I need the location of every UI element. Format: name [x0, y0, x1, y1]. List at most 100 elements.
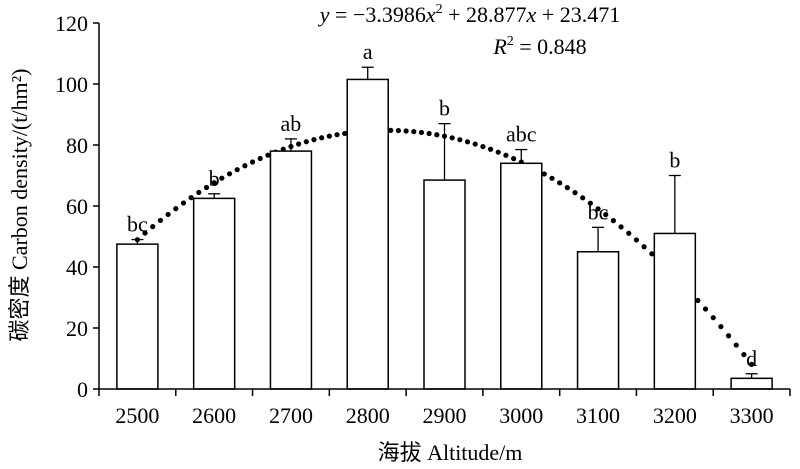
y-tick-label: 120 — [55, 11, 88, 36]
fit-point — [219, 175, 225, 181]
fit-point — [541, 171, 547, 177]
significance-letter: a — [363, 39, 373, 64]
fit-point — [457, 137, 463, 143]
fit-point — [165, 211, 171, 218]
fit-point — [296, 141, 302, 147]
fit-point — [234, 167, 240, 173]
x-tick-label: 3200 — [653, 403, 697, 428]
bar — [576, 251, 620, 390]
fit-point — [173, 206, 179, 212]
significance-letter: d — [746, 346, 757, 371]
fit-point — [741, 352, 747, 358]
bar — [653, 232, 697, 390]
bar — [730, 377, 773, 390]
x-tick-label: 2700 — [269, 403, 313, 428]
fit-point — [633, 237, 640, 243]
bar — [192, 197, 236, 390]
x-tick-label: 2900 — [423, 403, 467, 428]
fit-point — [464, 139, 471, 145]
x-axis-title: 海拔 Altitude/m — [378, 440, 523, 465]
bar — [116, 243, 159, 390]
bar — [269, 150, 313, 390]
bars — [116, 78, 773, 390]
fit-point — [733, 342, 739, 348]
significance-letter: abc — [506, 122, 537, 147]
x-tick-label: 3300 — [730, 403, 774, 428]
fit-point — [587, 200, 593, 206]
axes: 0 20 40 60 80 100 120 2500 2600 2700 2800 2900 3000 3… — [55, 11, 791, 428]
fit-point — [718, 324, 724, 330]
fit-point — [411, 129, 417, 135]
fit-point — [150, 224, 156, 230]
significance-letter: b — [669, 148, 680, 173]
fit-point — [188, 195, 194, 201]
fit-point — [226, 171, 233, 177]
y-tick-label: 60 — [66, 194, 88, 219]
fit-point — [549, 175, 555, 181]
x-tick-label: 2600 — [192, 403, 236, 428]
x-tick-label: 3100 — [576, 403, 620, 428]
fit-point — [303, 139, 309, 145]
fit-point — [749, 361, 755, 367]
fit-point — [449, 135, 455, 141]
significance-letter: bc — [588, 199, 609, 224]
fit-point — [418, 129, 425, 136]
fit-point — [618, 224, 624, 230]
fit-point — [403, 128, 409, 134]
fit-point — [580, 195, 586, 201]
fit-point — [641, 244, 647, 250]
fit-point — [472, 141, 478, 147]
fit-point — [326, 133, 332, 139]
significance-letter: bc — [127, 212, 148, 237]
fit-point — [142, 230, 148, 236]
fit-point — [487, 146, 494, 152]
fit-point — [495, 149, 501, 155]
fit-point — [157, 217, 164, 224]
fit-point — [180, 200, 187, 206]
fit-point — [510, 156, 517, 162]
y-tick-label: 100 — [55, 72, 88, 97]
bar — [423, 179, 466, 390]
fit-point — [203, 184, 210, 191]
y-axis-title: 碳密度 Carbon density/(t/hm²) — [7, 68, 32, 341]
x-tick-label: 3000 — [499, 403, 543, 428]
fit-point — [249, 159, 256, 165]
significance-letter: b — [209, 166, 220, 191]
fit-point — [342, 130, 348, 137]
fit-point — [725, 333, 732, 339]
fit-point — [242, 163, 248, 169]
fit-point — [695, 297, 701, 304]
fit-point — [196, 189, 202, 196]
fit-point — [311, 137, 317, 143]
y-tick-label: 20 — [66, 316, 88, 341]
fit-r-squared: R2 = 0.848 — [492, 34, 586, 59]
fit-point — [334, 132, 340, 138]
y-tick-label: 0 — [77, 377, 88, 402]
significance-letter: b — [439, 96, 450, 121]
fit-point — [265, 152, 271, 158]
fit-point — [388, 127, 394, 133]
fit-point — [603, 212, 609, 218]
fit-point — [649, 251, 655, 257]
bar — [500, 162, 543, 390]
bar — [346, 78, 389, 390]
fit-point — [257, 155, 263, 162]
fit-point — [710, 315, 716, 321]
y-tick-label: 80 — [66, 133, 88, 158]
y-tick-label: 40 — [66, 255, 88, 280]
fit-point — [434, 132, 440, 138]
fit-point — [557, 180, 563, 186]
fit-point — [626, 230, 632, 236]
error-bars — [131, 66, 758, 379]
fit-point — [572, 190, 578, 196]
fit-point — [426, 130, 432, 137]
significance-letter: ab — [281, 111, 302, 136]
fit-point — [702, 306, 709, 312]
fit-point — [480, 143, 486, 150]
fit-point — [395, 127, 402, 134]
fit-point — [610, 218, 617, 224]
fit-point — [564, 185, 570, 191]
fit-point — [595, 206, 601, 212]
